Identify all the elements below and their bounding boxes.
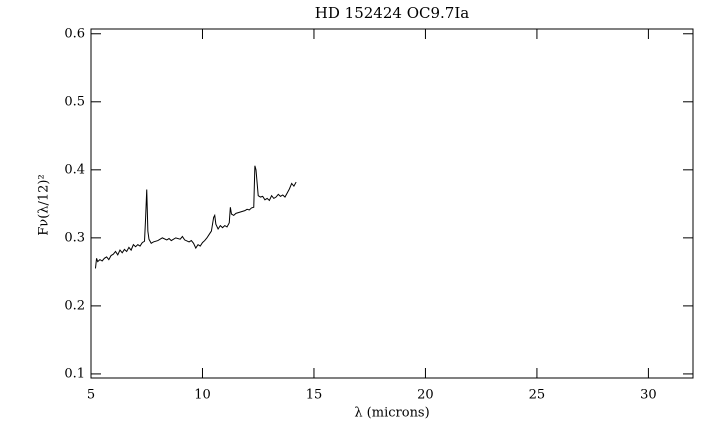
y-tick-label: 0.2	[64, 298, 85, 313]
y-tick-label: 0.1	[64, 366, 85, 381]
plot-frame	[90, 28, 694, 379]
chart-title: HD 152424 OC9.7Ia	[315, 4, 469, 22]
x-tick-label: 30	[640, 388, 657, 403]
x-tick-label: 15	[306, 388, 323, 403]
x-tick-label: 5	[87, 388, 95, 403]
spectrum-line	[94, 165, 297, 269]
y-tick-label: 0.3	[64, 230, 85, 245]
x-tick-label: 10	[194, 388, 211, 403]
y-tick-label: 0.5	[64, 94, 85, 109]
x-tick-label: 20	[417, 388, 434, 403]
x-tick-label: 25	[529, 388, 546, 403]
y-axis-label: Fν(λ/12)²	[37, 174, 52, 235]
y-tick-label: 0.6	[64, 26, 85, 41]
y-tick-label: 0.4	[64, 162, 85, 177]
x-axis-label: λ (microns)	[354, 406, 429, 421]
